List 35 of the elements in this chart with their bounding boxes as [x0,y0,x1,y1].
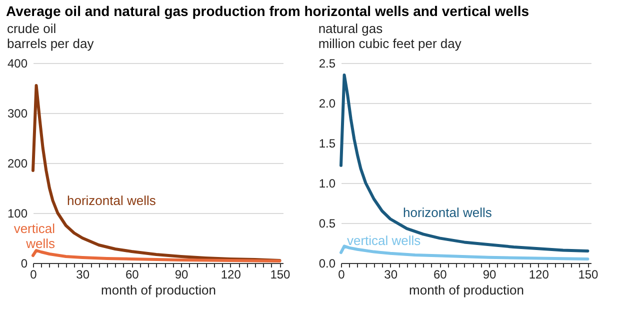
y-tick-label: 2.0 [318,96,336,110]
x-tick-label: 90 [174,268,189,282]
x-tick-label: 150 [578,268,599,282]
x-tick-label: 60 [434,268,448,282]
x-tick-label: 30 [76,268,90,282]
y-tick-label: 2.5 [318,56,336,70]
y-tick-label: 1.0 [318,176,336,190]
line-series [340,244,590,260]
x-tick-label: 0 [338,268,346,282]
series-label: vertical wells [347,233,422,248]
y-tick-label: 0.5 [318,216,336,230]
y-tick-label: 300 [7,106,28,120]
x-tick-label: 90 [482,268,497,282]
y-tick-label: 0.0 [318,256,336,270]
x-tick-label: 60 [126,268,140,282]
x-tick-label: 120 [528,268,550,282]
y-tick-label: 100 [7,206,28,220]
y-axis-title: natural gas million cubic feet per day [318,21,462,51]
y-tick-label: 1.5 [318,136,336,150]
series-label: horizontal wells [67,193,156,208]
y-tick-label: 0 [20,256,28,270]
x-axis-title: month of production [101,282,216,298]
y-tick-label: 400 [7,56,28,70]
x-tick-label: 150 [270,268,291,282]
series-label: horizontal wells [403,205,492,220]
line-series [340,74,590,252]
x-tick-label: 30 [384,268,398,282]
y-axis-title: crude oil barrels per day [6,21,94,51]
x-tick-label: 120 [220,268,242,282]
y-tick-label: 200 [7,156,28,170]
chart-title: Average oil and natural gas production from horizontal wells and vertical wells [5,2,530,21]
line-series [32,249,282,262]
x-tick-label: 0 [30,268,38,282]
x-axis-title: month of production [409,282,524,298]
series-label: vertical wells [14,221,56,251]
